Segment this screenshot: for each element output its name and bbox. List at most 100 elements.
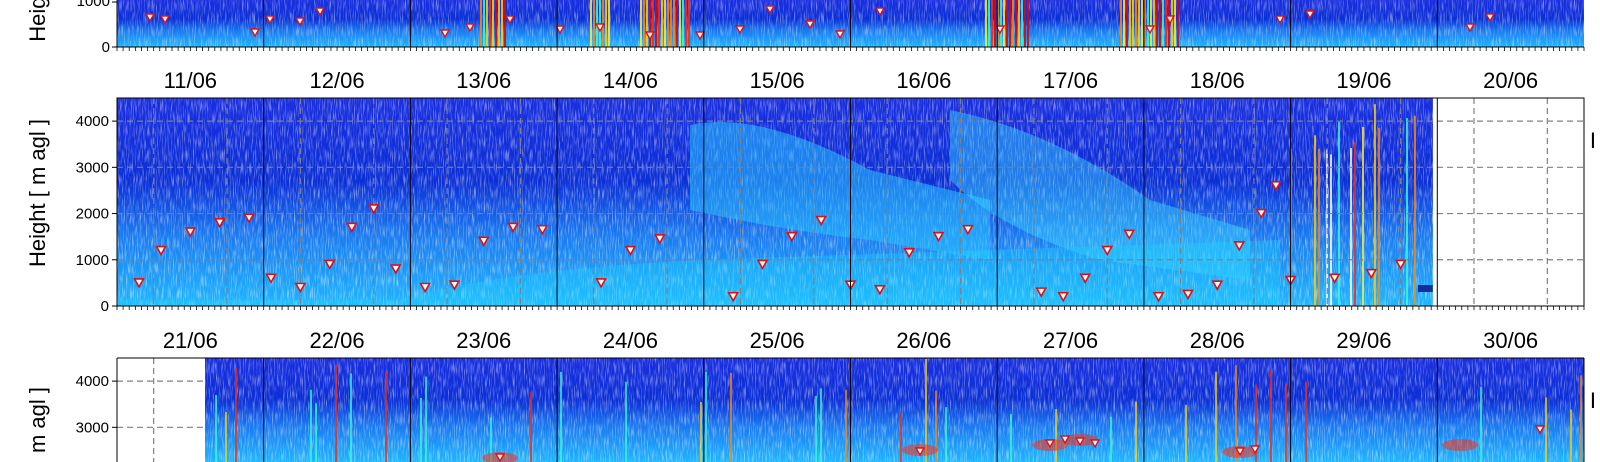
middle-mlh-marker: [265, 273, 277, 284]
top-mlh-marker: [1464, 23, 1476, 33]
top-ytick-0: 0: [102, 39, 110, 56]
top-mlh-marker: [249, 28, 261, 38]
middle-mlh-marker: [323, 259, 336, 271]
middle-mlh-marker: [1394, 259, 1407, 271]
top-mlh-marker: [594, 23, 606, 33]
bottom-date-label: 25/06: [750, 328, 805, 353]
middle-mlh-marker: [961, 224, 974, 236]
middle-mlh-marker: [536, 224, 549, 236]
middle-mlh-marker: [1057, 291, 1070, 303]
middle-mlh-marker: [213, 218, 226, 229]
bottom-mlh-marker: [1249, 445, 1261, 455]
panel-top: 0 1000 Height: [25, 0, 1585, 56]
top-mlh-marker: [994, 25, 1006, 35]
middle-date-label: 15/06: [750, 68, 805, 93]
middle-mlh-marker: [448, 280, 461, 291]
top-mlh-marker: [314, 7, 326, 17]
bottom-date-label: 23/06: [456, 328, 511, 353]
top-mlh-marker: [439, 29, 451, 39]
bottom-date-label: 26/06: [896, 328, 951, 353]
top-mlh-marker: [874, 7, 886, 17]
top-mlh-marker: [804, 20, 816, 30]
bottom-mlh-marker: [1074, 437, 1086, 447]
middle-ylabel: Height [ m agl ]: [25, 119, 50, 267]
bottom-date-label: 30/06: [1483, 328, 1538, 353]
bottom-mlh-marker: [494, 453, 506, 462]
top-mlh-marker: [554, 25, 566, 35]
bottom-mlh-marker: [1044, 439, 1056, 449]
bottom-date-label: 21/06: [163, 328, 218, 353]
middle-mlh-marker: [367, 204, 380, 215]
middle-date-label: 12/06: [310, 68, 365, 93]
middle-date-label: 18/06: [1190, 68, 1245, 93]
middle-mlh-marker: [727, 291, 740, 303]
middle-mlh-marker: [345, 222, 358, 234]
middle-ytick-label: 4000: [76, 113, 109, 130]
middle-mlh-marker: [1152, 291, 1165, 303]
middle-mlh-marker: [184, 227, 197, 238]
panel-bottom-heatmap: [117, 358, 1584, 462]
middle-mlh-marker: [477, 236, 490, 247]
middle-mlh-marker: [903, 248, 916, 259]
middle-ytick-label: 3000: [76, 159, 109, 176]
middle-mlh-marker: [133, 278, 145, 289]
middle-date-label: 20/06: [1483, 68, 1538, 93]
panel-middle: 11/06 12/06 13/06 14/06 15/06 16/06 17/06 18/06…: [25, 68, 1596, 315]
top-ylabel: Height: [25, 0, 50, 42]
middle-mlh-marker: [1035, 287, 1048, 298]
middle-mlh-marker: [932, 231, 945, 243]
top-mlh-marker: [1274, 15, 1286, 25]
middle-mlh-marker: [1079, 273, 1092, 284]
middle-date-label: 11/06: [164, 68, 217, 93]
bottom-ytick-label: 3000: [76, 419, 109, 436]
middle-mlh-marker: [1255, 208, 1268, 220]
middle-mlh-marker: [1365, 268, 1378, 280]
middle-date-label: 14/06: [603, 68, 658, 93]
middle-mlh-marker: [873, 285, 886, 296]
top-ytick-1000: 1000: [77, 0, 110, 10]
middle-mlh-marker: [419, 282, 431, 294]
top-mlh-marker: [294, 17, 306, 27]
middle-mlh-marker: [595, 278, 607, 289]
top-mlh-marker: [1144, 25, 1156, 35]
middle-right-marker: I: [1590, 128, 1596, 153]
bottom-date-label: 27/06: [1043, 328, 1098, 353]
bottom-mlh-marker: [914, 447, 926, 457]
middle-mlh-marker: [1123, 229, 1136, 240]
panel-bottom: 21/06 22/06 23/06 24/06 25/06 26/06 27/06 28/06…: [25, 328, 1596, 462]
middle-mlh-marker: [815, 215, 828, 227]
middle-mlh-marker: [155, 245, 167, 257]
middle-mlh-marker: [624, 245, 637, 257]
top-mlh-marker: [1484, 13, 1496, 23]
middle-mlh-marker: [1211, 280, 1224, 291]
middle-mlh-marker: [243, 213, 255, 224]
middle-mlh-marker: [1182, 289, 1194, 301]
middle-mlh-marker: [1233, 241, 1246, 252]
middle-date-label: 17/06: [1043, 68, 1098, 93]
top-mlh-marker: [1304, 10, 1316, 20]
middle-date-label: 13/06: [456, 68, 511, 93]
top-mlh-marker: [504, 15, 516, 25]
middle-mlh-marker: [294, 282, 307, 294]
middle-mlh-marker: [507, 222, 519, 234]
top-mlh-marker: [1164, 15, 1176, 25]
top-mlh-marker: [734, 25, 746, 35]
middle-mlh-marker: [1270, 181, 1282, 192]
top-mlh-marker: [264, 15, 276, 25]
bottom-mlh-marker: [1089, 439, 1101, 449]
bottom-date-label: 29/06: [1336, 328, 1391, 353]
top-mlh-marker: [144, 13, 156, 23]
middle-mlh-marker: [653, 234, 666, 245]
top-mlh-marker: [644, 31, 656, 41]
middle-date-label: 19/06: [1336, 68, 1391, 93]
middle-mlh-marker: [785, 231, 798, 243]
bottom-ylabel: m agl ]: [25, 387, 50, 453]
bottom-ytick-label: 4000: [76, 373, 109, 390]
top-mlh-marker: [764, 5, 776, 15]
bottom-date-label: 28/06: [1190, 328, 1245, 353]
bottom-date-label: 22/06: [310, 328, 365, 353]
middle-date-label: 16/06: [896, 68, 951, 93]
middle-ytick-label: 2000: [76, 206, 109, 223]
top-mlh-marker: [159, 15, 171, 25]
